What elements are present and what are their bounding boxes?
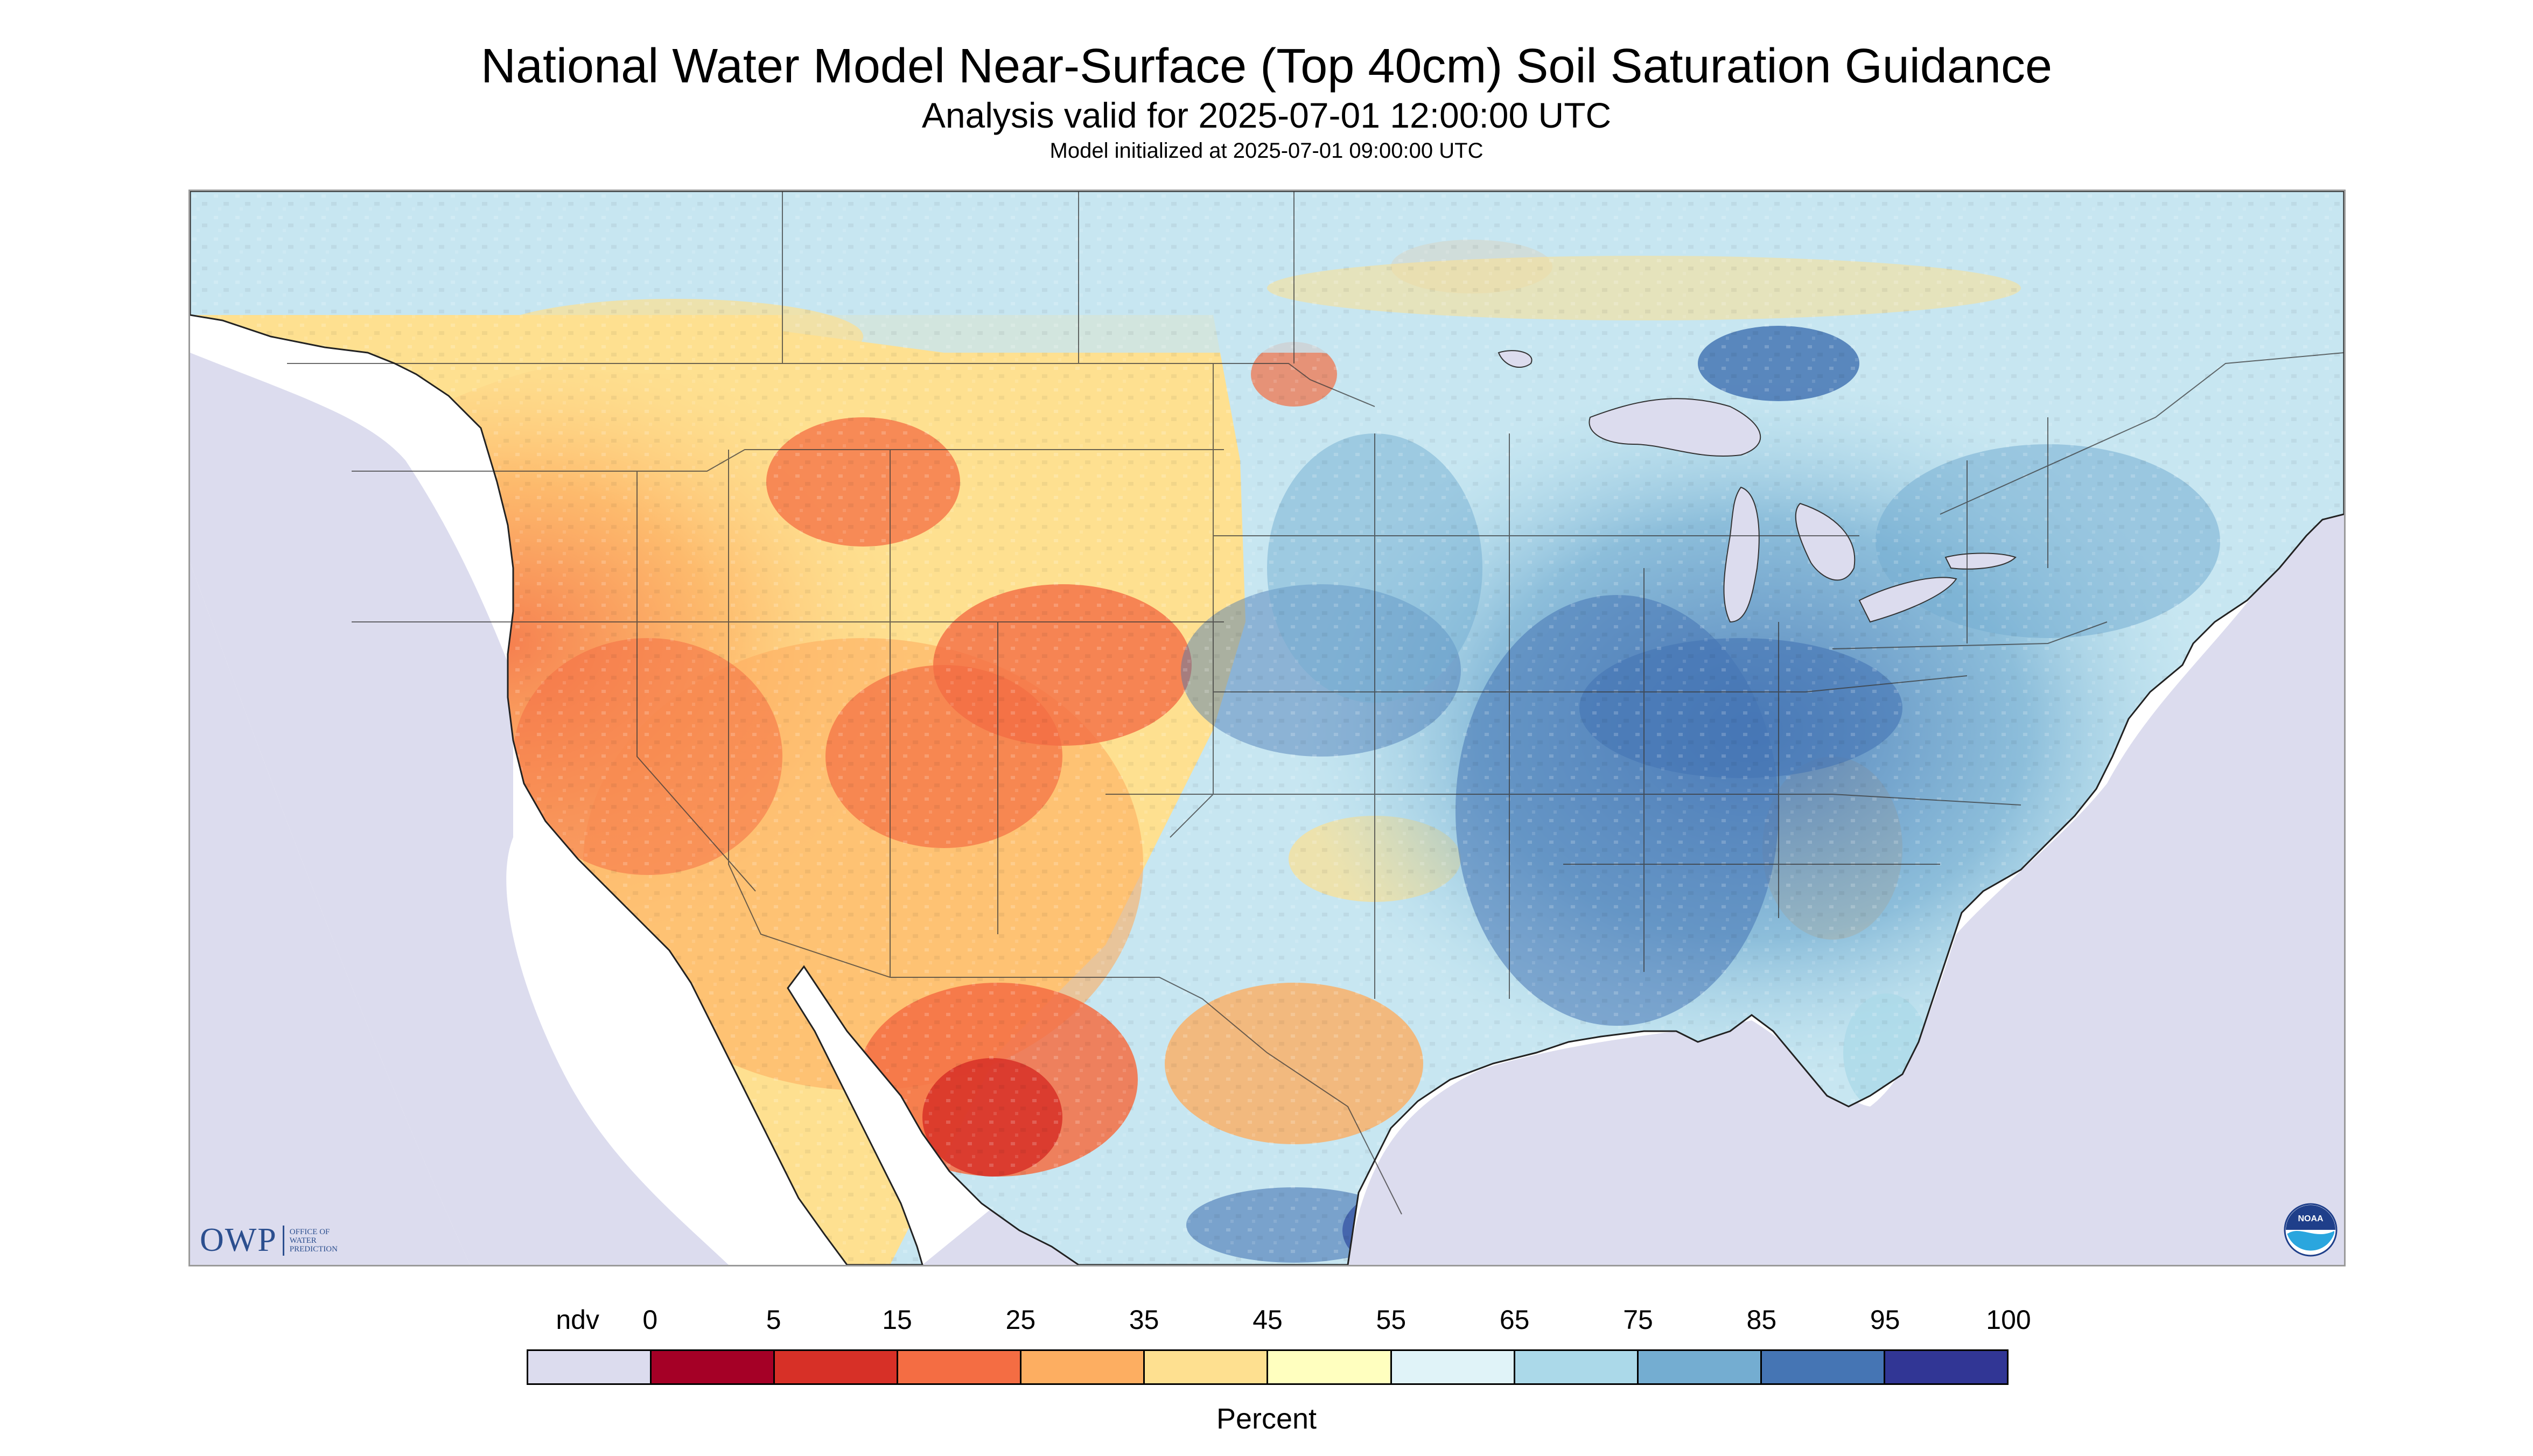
legend-label-11: 95: [1870, 1305, 1900, 1335]
legend-label-0: ndv: [556, 1305, 599, 1335]
legend-label-9: 75: [1623, 1305, 1653, 1335]
owp-logo-separator: [282, 1225, 284, 1256]
northern-tier-states: [352, 449, 1224, 472]
owp-sub-line-1: OFFICE OF: [289, 1227, 330, 1236]
lake-huron: [1795, 502, 1856, 581]
legend-label-1: 0: [642, 1305, 658, 1335]
owp-sub-line-3: PREDICTION: [289, 1244, 338, 1254]
noaa-logo: NOAA: [2284, 1203, 2338, 1259]
political-boundaries: [287, 191, 2344, 1215]
legend-swatch-3: [898, 1351, 1022, 1383]
legend-swatch-8: [1515, 1351, 1639, 1383]
legend-label-3: 15: [882, 1305, 912, 1335]
owp-logo: OWP OFFICE OF WATER PREDICTION: [200, 1221, 370, 1259]
legend-swatch-2: [775, 1351, 899, 1383]
kansas-line: [1213, 675, 1968, 692]
legend-swatch-11: [1885, 1351, 2007, 1383]
legend-labels: ndv 0 5 15 25 35 45 55 65 75 85 95 100: [0, 1304, 2533, 1342]
noaa-logo-text: NOAA: [2298, 1214, 2324, 1223]
lake-of-the-woods: [1498, 350, 1533, 368]
lake-michigan: [1723, 486, 1760, 623]
legend-swatch-1: [652, 1351, 775, 1383]
legend-swatch-0: [528, 1351, 652, 1383]
legend-label-7: 55: [1376, 1305, 1407, 1335]
owp-logo-subtext: OFFICE OF WATER PREDICTION: [290, 1228, 370, 1254]
legend-label-12: 100: [1986, 1305, 2031, 1335]
us-canada-border-west: [287, 363, 1375, 407]
map-panel: OWP OFFICE OF WATER PREDICTION NOAA: [188, 190, 2346, 1266]
southern-tier-line: [1105, 794, 2021, 806]
nodata-south-mexico: [922, 1203, 1084, 1265]
lake-erie: [1858, 577, 1957, 623]
lake-superior: [1589, 398, 1761, 457]
legend-label-8: 65: [1499, 1305, 1530, 1335]
legend-label-5: 35: [1129, 1305, 1159, 1335]
pacific-ocean: [190, 353, 729, 1265]
canada-east-border: [1940, 352, 2344, 515]
legend-swatch-5: [1145, 1351, 1269, 1383]
owp-logo-text: OWP: [200, 1222, 277, 1258]
legend-swatch-10: [1761, 1351, 1885, 1383]
legend-label-2: 5: [766, 1305, 781, 1335]
legend-swatch-4: [1021, 1351, 1145, 1383]
owp-sub-line-2: WATER: [289, 1236, 317, 1245]
atlantic-gulf-ocean: [1348, 482, 2344, 1265]
map-title: National Water Model Near-Surface (Top 4…: [480, 39, 2052, 93]
soil-saturation-map: [190, 191, 2344, 1265]
nevada-line: [636, 471, 756, 892]
legend-swatch-7: [1391, 1351, 1515, 1383]
model-init-time: Model initialized at 2025-07-01 09:00:00…: [1049, 139, 1484, 163]
legend-label-4: 25: [1005, 1305, 1036, 1335]
legend-colorbar: [527, 1349, 2009, 1385]
us-mexico-border: [728, 450, 1402, 1215]
legend-swatch-6: [1268, 1351, 1392, 1383]
legend-swatch-9: [1638, 1351, 1762, 1383]
legend-unit-label: Percent: [1216, 1403, 1317, 1435]
legend-label-10: 85: [1746, 1305, 1777, 1335]
virginia-line: [1832, 621, 2108, 649]
nodata-west-edge: [190, 563, 470, 1265]
great-lakes: [1498, 350, 2017, 623]
noaa-emblem-icon: NOAA: [2284, 1203, 2338, 1257]
analysis-valid-time: Analysis valid for 2025-07-01 12:00:00 U…: [921, 95, 1612, 135]
legend-label-6: 45: [1252, 1305, 1283, 1335]
nodata-east-edge: [2091, 482, 2344, 1265]
